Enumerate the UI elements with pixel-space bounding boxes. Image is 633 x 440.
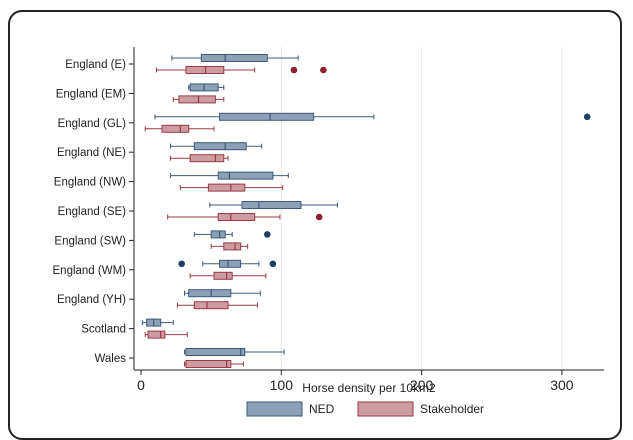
box-ned xyxy=(184,348,285,356)
outlier-point xyxy=(583,113,591,121)
iqr-box xyxy=(189,154,225,163)
box-ned xyxy=(169,142,263,151)
iqr-box xyxy=(217,171,274,180)
iqr-box xyxy=(210,230,226,239)
category-label: England (NW) xyxy=(54,177,126,189)
legend: NED Stakeholder xyxy=(246,401,484,417)
category-label: England (E) xyxy=(65,59,126,71)
grid-layer xyxy=(129,47,563,375)
iqr-box xyxy=(185,360,232,368)
iqr-box xyxy=(193,301,229,310)
box-ned xyxy=(154,112,591,121)
iqr-box xyxy=(178,95,216,104)
iqr-box xyxy=(241,201,302,209)
legend-label-stakeholder: Stakeholder xyxy=(420,402,484,416)
legend-label-ned: NED xyxy=(309,402,335,416)
category-label: Wales xyxy=(94,353,126,365)
outlier-point xyxy=(269,260,277,268)
box-stakeholder xyxy=(189,271,267,280)
category-label: England (NE) xyxy=(57,147,126,159)
box-ned xyxy=(184,289,261,298)
outlier-point xyxy=(290,66,298,74)
box-stakeholder xyxy=(179,183,284,192)
box-ned xyxy=(188,83,225,92)
box-stakeholder xyxy=(184,360,244,368)
box-stakeholder xyxy=(144,330,188,339)
box-ned xyxy=(209,201,338,209)
box-layer xyxy=(141,54,591,368)
box-stakeholder xyxy=(144,124,215,133)
x-tick-label: 0 xyxy=(137,377,145,393)
iqr-box xyxy=(200,54,268,62)
category-label: England (SW) xyxy=(54,235,126,247)
iqr-box xyxy=(207,183,246,192)
outlier-point xyxy=(263,231,271,238)
x-tick-label: 100 xyxy=(270,377,294,393)
legend-swatch-ned xyxy=(246,401,303,417)
category-label: England (WM) xyxy=(53,265,127,277)
box-ned xyxy=(169,171,289,180)
box-stakeholder xyxy=(176,301,258,310)
boxplot-chart: 0 100 200 300 England (E) England (EM) England… xyxy=(53,47,604,417)
category-label: England (YH) xyxy=(57,294,126,306)
box-stakeholder xyxy=(210,242,249,251)
iqr-box xyxy=(219,259,242,268)
category-label: England (SE) xyxy=(58,206,127,218)
iqr-box xyxy=(219,112,315,121)
iqr-box xyxy=(223,242,242,251)
x-tick-label: 300 xyxy=(550,377,574,393)
box-stakeholder xyxy=(169,154,229,163)
iqr-box xyxy=(193,142,247,151)
x-axis-title: Horse density per 10km2 xyxy=(302,381,436,395)
x-tick-label: 200 xyxy=(410,377,434,393)
legend-swatch-stakeholder xyxy=(357,401,414,417)
outlier-point xyxy=(315,213,323,221)
iqr-box xyxy=(147,330,166,339)
box-stakeholder xyxy=(155,66,327,74)
box-ned xyxy=(193,230,271,239)
iqr-box xyxy=(188,289,232,298)
iqr-box xyxy=(213,271,233,280)
outlier-point xyxy=(178,260,186,268)
category-label: Scotland xyxy=(81,324,126,336)
outlier-point xyxy=(320,66,327,74)
iqr-box xyxy=(161,124,190,133)
iqr-box xyxy=(185,66,225,74)
box-ned xyxy=(178,259,277,268)
box-stakeholder xyxy=(172,95,225,104)
label-layer: 0 100 200 300 England (E) England (EM) England… xyxy=(53,59,574,393)
iqr-box xyxy=(217,213,256,221)
category-label: England (GL) xyxy=(58,118,127,130)
axes-layer xyxy=(133,47,604,371)
box-ned xyxy=(171,54,299,62)
iqr-box xyxy=(185,348,246,356)
category-label: England (EM) xyxy=(56,88,126,100)
box-ned xyxy=(141,318,174,327)
box-stakeholder xyxy=(167,213,323,221)
